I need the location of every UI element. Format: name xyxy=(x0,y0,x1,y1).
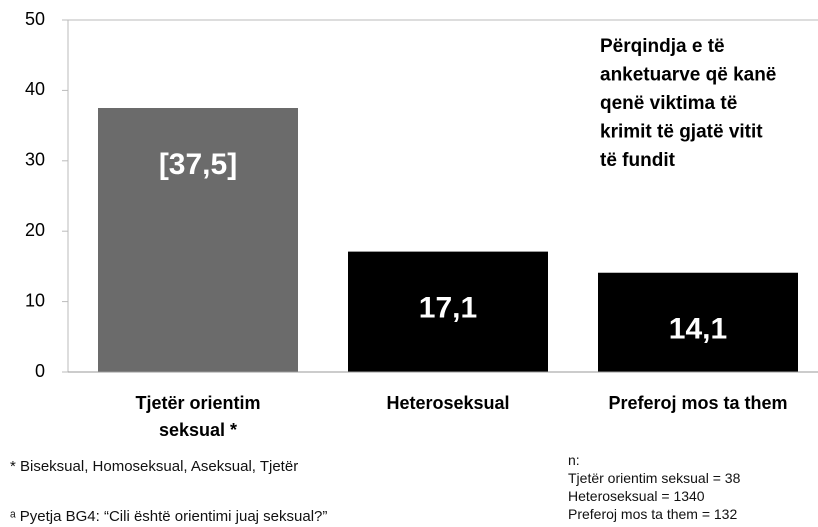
data-label: 14,1 xyxy=(669,313,727,346)
annotation: të fundit xyxy=(600,150,676,171)
y-tick-label: 20 xyxy=(25,220,45,240)
footnote: * Biseksual, Homoseksual, Aseksual, Tjet… xyxy=(10,458,299,475)
x-tick-label: Tjetër orientim seksual * xyxy=(135,393,261,440)
annotation: anketuarve që kanë xyxy=(600,65,776,86)
bar xyxy=(598,272,798,372)
data-label: 17,1 xyxy=(419,292,477,325)
footnote: ᵃ Pyetja BG4: “Cili është orientimi juaj… xyxy=(10,508,328,525)
x-tick-label: Preferoj mos ta them xyxy=(608,393,788,413)
sample-note: n: xyxy=(568,452,580,468)
annotation: qenë viktima të xyxy=(600,93,737,114)
bar xyxy=(98,108,298,372)
y-tick-label: 0 xyxy=(35,361,45,381)
y-tick-label: 40 xyxy=(25,79,45,99)
sample-note: Tjetër orientim seksual = 38 xyxy=(568,470,741,486)
annotation: krimit të gjatë vitit xyxy=(600,122,763,143)
sample-note: Heteroseksual = 1340 xyxy=(568,488,705,504)
bar xyxy=(348,251,548,372)
data-label: [37,5] xyxy=(159,148,237,181)
y-tick-label: 50 xyxy=(25,9,45,29)
annotation: Përqindja e të xyxy=(600,36,725,57)
y-tick-label: 30 xyxy=(25,150,45,170)
x-tick-label: Heteroseksual xyxy=(386,393,510,413)
y-tick-label: 10 xyxy=(25,290,45,310)
sample-note: Preferoj mos ta them = 132 xyxy=(568,506,738,522)
